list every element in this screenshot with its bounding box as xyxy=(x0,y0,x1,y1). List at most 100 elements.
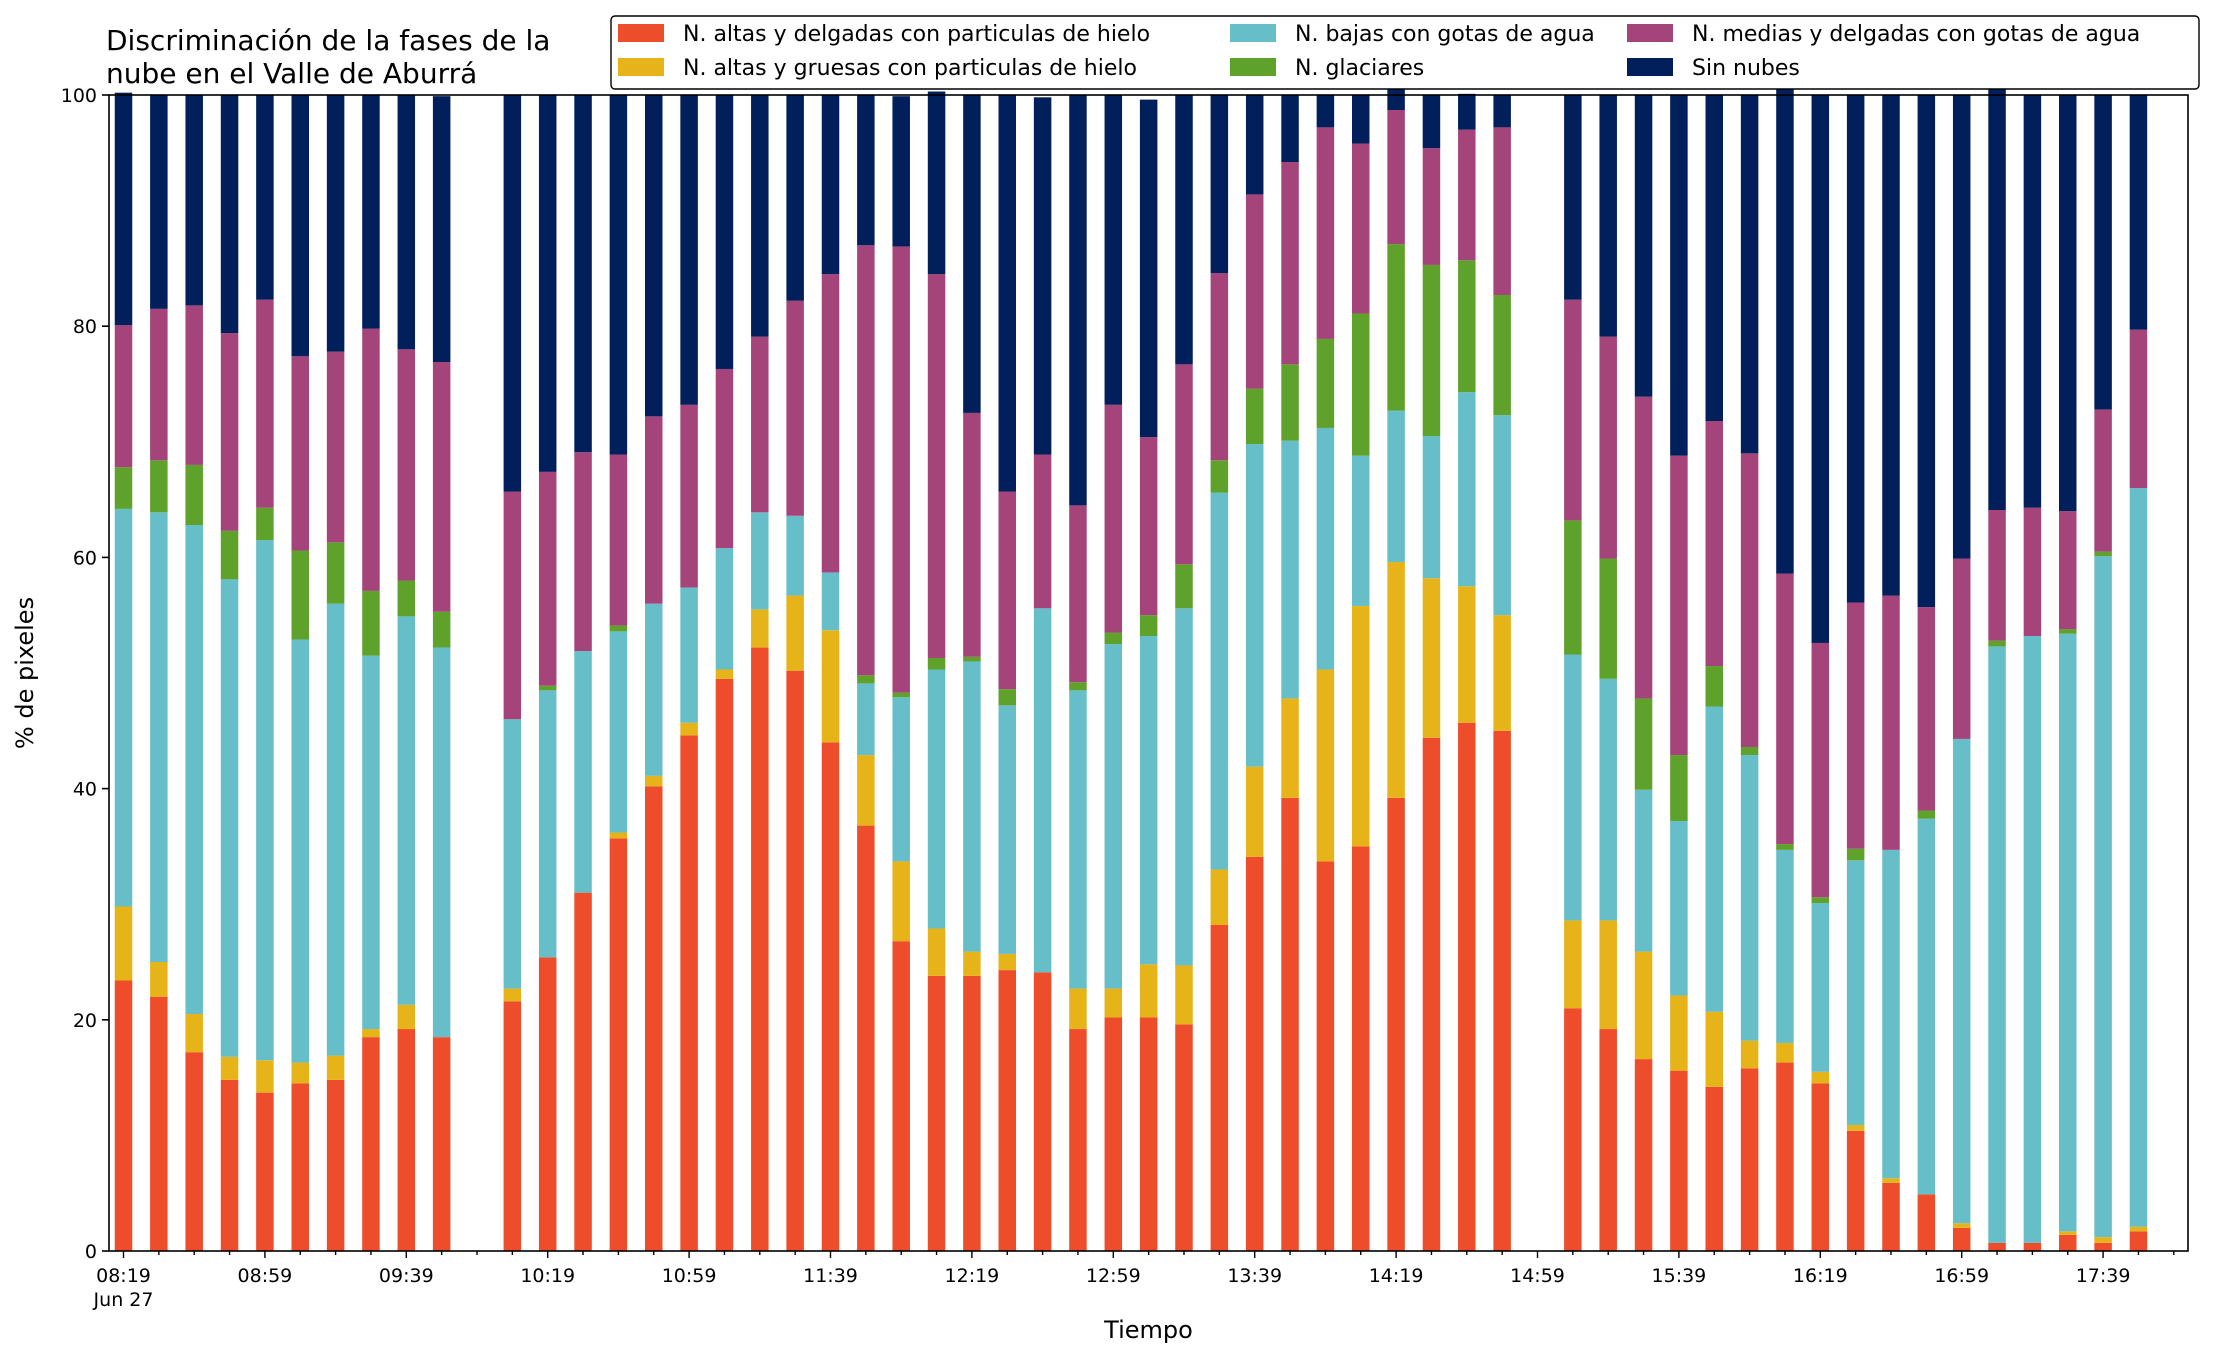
bar-segment-0-55 xyxy=(2059,1234,2077,1251)
bar-segment-1-37 xyxy=(1422,578,1441,738)
bar-segment-2-45 xyxy=(1705,706,1723,1012)
bar-segment-5-27 xyxy=(1069,95,1087,506)
bar-segment-0-28 xyxy=(1104,1017,1123,1251)
bar-segment-3-7 xyxy=(362,590,380,656)
bar-segment-0-15 xyxy=(645,786,663,1251)
bar-segment-0-57 xyxy=(2129,1231,2148,1251)
bar-segment-3-53 xyxy=(1988,640,2006,647)
legend: N. altas y delgadas con particulas de hi… xyxy=(610,15,2200,90)
bar-segment-3-42 xyxy=(1599,558,1617,679)
bar-segment-4-57 xyxy=(2129,329,2148,489)
bar-segment-2-17 xyxy=(715,548,734,670)
bar-segment-2-50 xyxy=(1882,849,1900,1179)
bar-segment-1-57 xyxy=(2129,1226,2148,1232)
bar-segment-0-34 xyxy=(1316,861,1335,1251)
bar-segment-0-52 xyxy=(1952,1227,1971,1251)
bar-segment-5-52 xyxy=(1952,95,1971,559)
bar-segment-5-37 xyxy=(1422,95,1441,149)
bar-segment-3-43 xyxy=(1634,698,1653,790)
bar-segment-4-55 xyxy=(2059,511,2077,630)
bar-segment-5-16 xyxy=(680,95,698,405)
y-tick-label: 100 xyxy=(61,85,97,107)
bar-segment-3-49 xyxy=(1846,848,1865,861)
bar-segment-1-35 xyxy=(1352,605,1370,847)
bar-segment-4-0 xyxy=(114,325,133,468)
bar-segment-1-50 xyxy=(1882,1178,1900,1183)
x-tick-label: 10:19 xyxy=(520,1265,575,1287)
bar-segment-0-53 xyxy=(1988,1242,2006,1251)
x-tick-label: 08:19 xyxy=(96,1265,151,1287)
bar-segment-5-1 xyxy=(150,95,168,309)
bar-segment-0-17 xyxy=(715,678,734,1251)
bar-segment-5-20 xyxy=(821,95,840,275)
bar-segment-2-24 xyxy=(963,661,981,952)
bar-segment-5-55 xyxy=(2059,95,2077,512)
bar-segment-1-52 xyxy=(1952,1223,1971,1228)
bar-segment-5-21 xyxy=(857,95,875,246)
bar-segment-5-46 xyxy=(1740,95,1759,454)
bar-segment-4-48 xyxy=(1811,642,1830,898)
bar-segment-5-12 xyxy=(538,95,557,472)
bar-segment-4-52 xyxy=(1952,558,1971,739)
bar-segment-0-5 xyxy=(291,1083,309,1251)
bar-segment-5-56 xyxy=(2094,95,2112,410)
bar-segment-5-23 xyxy=(927,91,946,275)
bar-segment-2-1 xyxy=(150,512,168,962)
bar-segment-2-48 xyxy=(1811,903,1830,1072)
bar-segment-4-30 xyxy=(1175,364,1193,565)
bar-segment-5-34 xyxy=(1316,95,1335,128)
bar-segment-0-33 xyxy=(1281,797,1299,1251)
bar-segment-0-42 xyxy=(1599,1029,1617,1251)
bar-segment-1-6 xyxy=(326,1055,345,1080)
bar-segment-3-47 xyxy=(1776,844,1794,850)
bar-segment-5-38 xyxy=(1458,93,1476,130)
bar-segment-3-3 xyxy=(220,530,239,580)
bar-segment-2-47 xyxy=(1776,849,1794,1043)
bar-segment-3-5 xyxy=(291,550,309,640)
bar-segment-5-0 xyxy=(114,92,133,326)
bar-segment-0-43 xyxy=(1634,1059,1653,1251)
x-axis: 08:19 08:59 09:39 10:19 10:59 11:39 12:19 12:59… xyxy=(93,1251,2175,1311)
bar-segment-0-37 xyxy=(1422,737,1441,1251)
bar-segment-2-12 xyxy=(538,690,557,958)
bar-segment-1-34 xyxy=(1316,669,1335,862)
x-tick-label: 14:59 xyxy=(1510,1265,1565,1287)
bar-segment-4-26 xyxy=(1033,454,1052,609)
bar-segment-2-0 xyxy=(114,508,133,907)
legend-label-2: N. bajas con gotas de agua xyxy=(1295,22,1595,47)
bar-segment-5-15 xyxy=(645,95,663,417)
bar-segment-3-31 xyxy=(1210,460,1229,493)
bar-segment-4-49 xyxy=(1846,602,1865,849)
bar-segment-1-3 xyxy=(220,1056,239,1080)
bar-segment-3-41 xyxy=(1564,520,1582,655)
bar-segment-4-22 xyxy=(892,246,910,693)
legend-swatch-3 xyxy=(1230,58,1276,76)
bar-segment-2-26 xyxy=(1033,608,1052,973)
bar-segment-2-28 xyxy=(1104,644,1123,989)
bar-segment-4-43 xyxy=(1634,396,1653,699)
bar-segment-1-24 xyxy=(963,951,981,976)
bar-segment-1-4 xyxy=(256,1060,274,1093)
legend-label-3: N. glaciares xyxy=(1295,56,1424,81)
bar-segment-0-8 xyxy=(397,1029,416,1251)
bar-segment-3-23 xyxy=(927,657,946,670)
bar-segment-5-39 xyxy=(1493,95,1511,128)
bar-segment-4-27 xyxy=(1069,505,1087,683)
bar-segment-1-28 xyxy=(1104,988,1123,1018)
bar-segment-3-4 xyxy=(256,507,274,541)
bar-segment-0-6 xyxy=(326,1079,345,1251)
bar-segment-4-14 xyxy=(609,454,628,626)
bar-segment-5-28 xyxy=(1104,95,1123,405)
bar-segment-0-9 xyxy=(432,1037,451,1251)
bar-segment-5-50 xyxy=(1882,95,1900,596)
x-tick-label: 17:39 xyxy=(2076,1265,2131,1287)
bar-segment-4-16 xyxy=(680,404,698,588)
y-tick-label: 0 xyxy=(85,1241,97,1263)
bar-segment-2-25 xyxy=(998,705,1016,954)
bar-segment-0-13 xyxy=(574,892,592,1251)
bar-segment-5-53 xyxy=(1988,88,2006,510)
bar-segment-2-16 xyxy=(680,587,698,723)
bar-segment-1-47 xyxy=(1776,1042,1794,1063)
x-tick-label: 16:59 xyxy=(1934,1265,1989,1287)
bar-segment-0-27 xyxy=(1069,1029,1087,1251)
